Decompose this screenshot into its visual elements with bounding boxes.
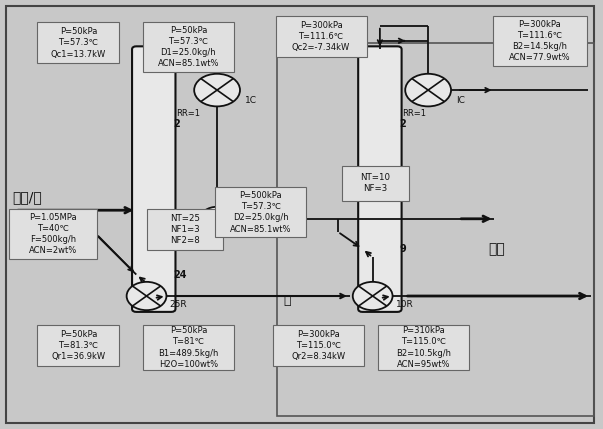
- Text: P=500kPa
T=57.3℃
D2=25.0kg/h
ACN=85.1wt%: P=500kPa T=57.3℃ D2=25.0kg/h ACN=85.1wt%: [230, 191, 291, 233]
- FancyBboxPatch shape: [276, 16, 367, 57]
- Text: P=1.05MPa
T=40℃
F=500kg/h
ACN=2wt%: P=1.05MPa T=40℃ F=500kg/h ACN=2wt%: [29, 213, 77, 255]
- Text: 水: 水: [283, 294, 291, 307]
- Circle shape: [405, 74, 451, 106]
- Text: 9: 9: [399, 244, 406, 254]
- FancyBboxPatch shape: [342, 166, 409, 201]
- Circle shape: [194, 74, 240, 106]
- FancyBboxPatch shape: [143, 22, 234, 72]
- Text: P=50kPa
T=81℃
B1=489.5kg/h
H2O=100wt%: P=50kPa T=81℃ B1=489.5kg/h H2O=100wt%: [158, 326, 219, 369]
- Text: 乙腕: 乙腕: [488, 242, 505, 256]
- Text: P=300kPa
T=111.6℃
B2=14.5kg/h
ACN=77.9wt%: P=300kPa T=111.6℃ B2=14.5kg/h ACN=77.9wt…: [509, 20, 570, 62]
- FancyBboxPatch shape: [143, 325, 234, 370]
- FancyBboxPatch shape: [37, 22, 119, 63]
- Text: RR=1: RR=1: [402, 109, 426, 118]
- Text: 25R: 25R: [169, 300, 187, 309]
- Circle shape: [127, 282, 166, 310]
- Text: P=310kPa
T=115.0℃
B2=10.5kg/h
ACN=95wt%: P=310kPa T=115.0℃ B2=10.5kg/h ACN=95wt%: [396, 326, 451, 369]
- Text: 24: 24: [173, 269, 186, 280]
- Text: 2: 2: [399, 119, 406, 130]
- Circle shape: [353, 282, 393, 310]
- Text: P=300kPa
T=115.0℃
Qr2=8.34kW: P=300kPa T=115.0℃ Qr2=8.34kW: [291, 330, 345, 361]
- Text: 2: 2: [173, 119, 180, 130]
- FancyBboxPatch shape: [378, 325, 469, 370]
- FancyBboxPatch shape: [147, 209, 223, 250]
- Circle shape: [200, 207, 234, 231]
- FancyBboxPatch shape: [215, 187, 306, 237]
- Text: P=300kPa
T=111.6℃
Qc2=-7.34kW: P=300kPa T=111.6℃ Qc2=-7.34kW: [292, 21, 350, 52]
- Text: RR=1: RR=1: [176, 109, 200, 118]
- FancyBboxPatch shape: [358, 46, 402, 312]
- FancyBboxPatch shape: [9, 209, 97, 259]
- FancyBboxPatch shape: [493, 16, 587, 66]
- Text: NT=25
NF1=3
NF2=8: NT=25 NF1=3 NF2=8: [170, 214, 200, 245]
- Text: NT=10
NF=3: NT=10 NF=3: [361, 173, 390, 193]
- Text: P=50kPa
T=81.3℃
Qr1=36.9kW: P=50kPa T=81.3℃ Qr1=36.9kW: [51, 330, 106, 361]
- Text: 1C: 1C: [245, 97, 257, 105]
- FancyBboxPatch shape: [132, 46, 175, 312]
- Text: P=50kPa
T=57.3℃
Qc1=13.7kW: P=50kPa T=57.3℃ Qc1=13.7kW: [51, 27, 106, 58]
- Text: 乙腕/水: 乙腕/水: [12, 190, 42, 204]
- Text: IC: IC: [456, 97, 465, 105]
- Text: 10R: 10R: [396, 300, 413, 309]
- FancyBboxPatch shape: [37, 325, 119, 366]
- Text: P=50kPa
T=57.3℃
D1=25.0kg/h
ACN=85.1wt%: P=50kPa T=57.3℃ D1=25.0kg/h ACN=85.1wt%: [158, 26, 219, 68]
- FancyBboxPatch shape: [273, 325, 364, 366]
